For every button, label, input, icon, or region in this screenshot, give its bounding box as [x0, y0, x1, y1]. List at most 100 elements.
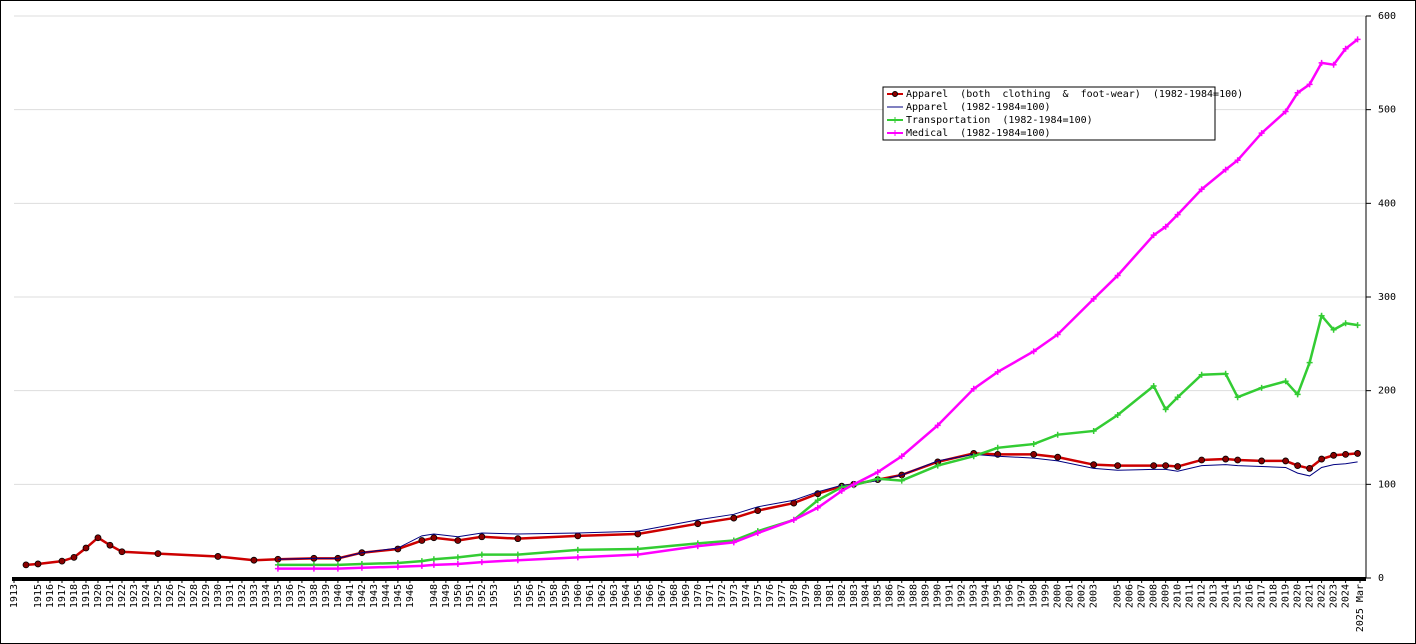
marker	[1174, 463, 1182, 470]
x-tick-label: 1976	[765, 584, 776, 608]
marker	[1294, 462, 1302, 470]
marker	[934, 422, 941, 429]
x-tick-label: 2021	[1305, 584, 1316, 608]
x-tick-label: 1957	[537, 584, 548, 608]
x-tick-label: 1942	[357, 584, 368, 608]
marker	[1318, 312, 1325, 319]
x-tick-label: 1932	[237, 584, 248, 608]
marker	[1162, 406, 1169, 413]
marker	[814, 504, 821, 511]
marker	[1258, 384, 1265, 391]
marker	[1054, 431, 1061, 438]
marker	[1282, 457, 1290, 465]
marker	[1150, 232, 1157, 239]
x-tick-label: 1995	[993, 584, 1004, 608]
marker	[634, 530, 642, 538]
marker	[454, 537, 462, 544]
marker	[430, 534, 438, 542]
x-tick-label: 1937	[297, 584, 308, 608]
marker	[994, 368, 1001, 375]
x-tick-label: 1926	[165, 584, 176, 608]
x-tick-label: 2001	[1065, 584, 1076, 608]
x-tick-label: 1990	[933, 584, 944, 608]
marker	[1090, 427, 1097, 434]
x-tick-label: 2007	[1137, 584, 1148, 608]
x-tick-label: 1921	[105, 584, 116, 608]
x-tick-label: 1951	[465, 584, 476, 608]
marker	[1114, 272, 1121, 279]
marker	[1294, 391, 1301, 398]
x-tick-label: 2010	[1173, 584, 1184, 608]
y-tick-label: 600	[1378, 11, 1396, 22]
y-tick-label: 500	[1378, 105, 1396, 116]
x-tick-label: 2024	[1341, 584, 1352, 608]
marker	[754, 507, 762, 514]
legend-marker	[892, 130, 898, 136]
marker	[1090, 295, 1097, 302]
x-tick-label: 2003	[1089, 584, 1100, 608]
marker	[1318, 455, 1326, 463]
x-tick-label: 1918	[69, 584, 80, 608]
marker	[1198, 186, 1205, 193]
marker	[478, 551, 485, 558]
legend-marker	[892, 117, 898, 123]
marker	[454, 554, 461, 561]
marker	[1342, 320, 1349, 327]
marker	[430, 561, 437, 568]
y-tick-label: 200	[1378, 386, 1396, 397]
marker	[274, 565, 281, 572]
x-tick-label: 1987	[897, 584, 908, 608]
x-tick-label: 1972	[717, 584, 728, 608]
x-tick-label: 1931	[225, 584, 236, 608]
line	[277, 38, 1359, 570]
x-tick-label: 2011	[1185, 584, 1196, 608]
marker	[1222, 370, 1229, 377]
x-tick-label: 2013	[1209, 584, 1220, 608]
legend-label: Medical (1982-1984=100)	[906, 128, 1051, 139]
x-tick-label: 2006	[1125, 584, 1136, 608]
marker	[418, 537, 426, 544]
x-tick-label: 2022	[1317, 584, 1328, 608]
x-tick-label: 2020	[1293, 584, 1304, 608]
marker	[310, 565, 317, 572]
x-tick-label: 1982	[837, 584, 848, 608]
marker	[1306, 465, 1314, 472]
legend-marker	[892, 91, 898, 97]
marker	[358, 564, 365, 571]
x-tick-label: 1984	[861, 584, 872, 608]
x-tick-label: 2015	[1233, 584, 1244, 608]
x-tick-label: 1913	[9, 584, 20, 608]
x-tick-label: 1917	[57, 584, 68, 608]
marker	[1030, 348, 1037, 355]
marker	[250, 556, 258, 564]
marker	[1054, 453, 1062, 461]
x-tick-label: 1922	[117, 584, 128, 608]
marker	[430, 556, 437, 563]
marker	[1282, 108, 1289, 115]
marker	[1174, 394, 1181, 401]
x-tick-label: 1958	[549, 584, 560, 608]
marker	[1030, 450, 1038, 458]
marker	[1222, 166, 1229, 173]
x-tick-label: 1928	[189, 584, 200, 608]
marker	[1306, 81, 1313, 88]
marker	[634, 545, 641, 552]
marker	[850, 481, 857, 488]
x-tick-label: 1929	[201, 584, 212, 608]
marker	[106, 541, 114, 549]
marker	[1354, 36, 1361, 43]
marker	[1306, 359, 1313, 366]
x-tick-label: 2023	[1329, 584, 1340, 608]
x-tick-label: 1923	[129, 584, 140, 608]
x-tick-label: 1924	[141, 584, 152, 608]
marker	[1222, 455, 1230, 463]
x-tick-label: 1970	[693, 584, 704, 608]
x-tick-label: 1927	[177, 584, 188, 608]
x-tick-label: 1986	[885, 584, 896, 608]
legend-label: Apparel (both clothing & foot-wear) (198…	[906, 89, 1243, 100]
x-tick-label: 1992	[957, 584, 968, 608]
x-tick-label: 2000	[1053, 584, 1064, 608]
x-tick-label: 2009	[1161, 584, 1172, 608]
marker	[1318, 59, 1325, 66]
